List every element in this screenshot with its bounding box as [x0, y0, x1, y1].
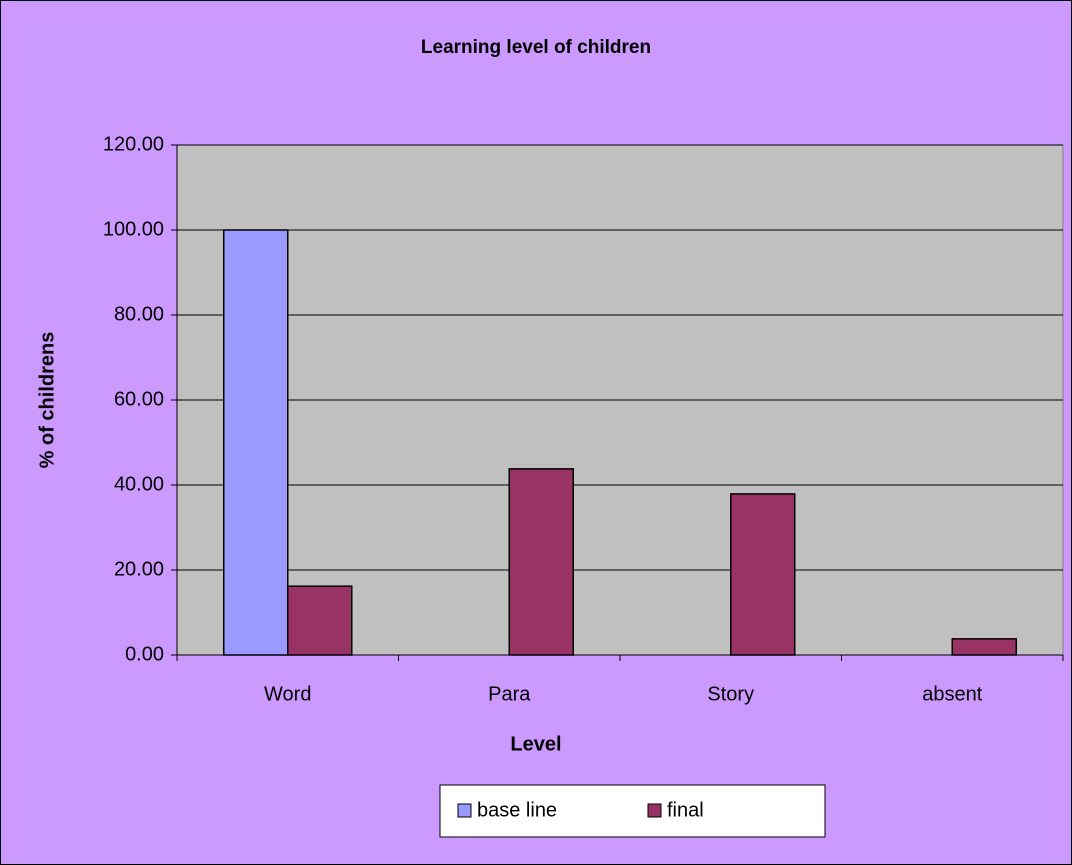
- legend-swatch: [647, 803, 662, 818]
- x-tick-label: Story: [707, 683, 754, 705]
- bar: [951, 638, 1017, 656]
- x-tick-label: absent: [922, 683, 982, 705]
- legend-label: base line: [477, 799, 557, 821]
- y-tick-label: 40.00: [114, 473, 164, 495]
- y-tick-label: 80.00: [114, 303, 164, 325]
- x-axis-label: Level: [510, 733, 561, 755]
- chart-title: Learning level of children: [421, 37, 651, 58]
- x-tick-label: Word: [264, 683, 311, 705]
- y-tick-label: 0.00: [125, 643, 164, 665]
- x-tick-label: Para: [488, 683, 531, 705]
- bar: [287, 585, 353, 656]
- y-tick-label: 100.00: [103, 218, 164, 240]
- y-tick-label: 120.00: [103, 133, 164, 155]
- y-tick-label: 60.00: [114, 388, 164, 410]
- legend: [439, 784, 826, 838]
- y-axis-label: % of childrens: [36, 332, 58, 469]
- bar: [223, 229, 289, 656]
- bar: [730, 493, 796, 656]
- y-tick-label: 20.00: [114, 558, 164, 580]
- bar: [508, 468, 574, 656]
- legend-label: final: [667, 799, 704, 821]
- legend-swatch: [457, 803, 472, 818]
